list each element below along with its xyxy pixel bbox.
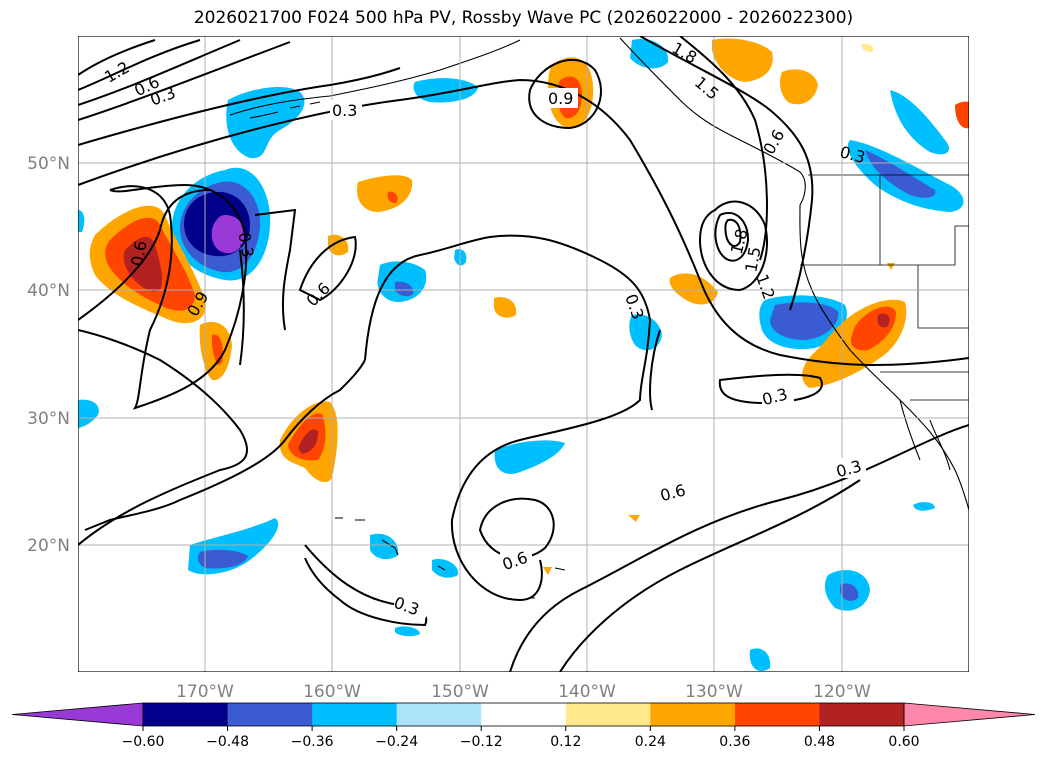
- colorbar-segment: [143, 703, 229, 726]
- lon-label-160w: 160°W: [303, 682, 361, 702]
- map-panel: 0.3 0.9 1.8 1.5 0.6 0.3 1.8 1.5 1.2 0.6 …: [78, 36, 969, 672]
- lat-label-30n: 30°N: [27, 409, 70, 429]
- lon-label-130w: 130°W: [685, 682, 743, 702]
- contour-label: 0.3: [332, 101, 357, 120]
- positive-anomaly-shading: [89, 38, 969, 575]
- colorbar-tick-label: 0.24: [635, 734, 666, 750]
- colorbar-outline: [142, 702, 905, 727]
- lat-label-40n: 40°N: [27, 281, 70, 301]
- colorbar-arrow-min: [11, 702, 144, 727]
- lat-label-20n: 20°N: [27, 536, 70, 556]
- colorbar-segment: [734, 703, 820, 726]
- colorbar-segment: [650, 703, 736, 726]
- contour-label: 0.6: [127, 239, 150, 267]
- lon-label-120w: 120°W: [813, 682, 871, 702]
- contour-label: 0.9: [548, 89, 573, 108]
- colorbar-segment: [481, 703, 567, 726]
- colorbar: −0.60 −0.48 −0.36 −0.24 −0.12 0.12 0.24 0.36 0.4…: [11, 702, 1036, 750]
- lon-label-150w: 150°W: [431, 682, 489, 702]
- colorbar-segment: [565, 703, 651, 726]
- colorbar-tick-label: −0.24: [375, 734, 418, 750]
- colorbar-tick-label: −0.48: [206, 734, 249, 750]
- lat-label-50n: 50°N: [27, 154, 70, 174]
- colorbar-tick-label: −0.12: [460, 734, 503, 750]
- pv-contours: [78, 36, 969, 672]
- map-title: 2026021700 F024 500 hPa PV, Rossby Wave …: [193, 8, 854, 28]
- colorbar-segment: [819, 703, 905, 726]
- colorbar-tick-label: 0.12: [550, 734, 581, 750]
- colorbar-tick-label: 0.48: [804, 734, 835, 750]
- longitude-labels: 170°W 160°W 150°W 140°W 130°W 120°W: [176, 682, 871, 702]
- coastlines: [229, 37, 969, 599]
- lon-label-170w: 170°W: [176, 682, 234, 702]
- colorbar-segment: [312, 703, 398, 726]
- colorbar-segment: [396, 703, 482, 726]
- contour-label: 1.5: [741, 245, 764, 273]
- colorbar-tick-label: 0.36: [719, 734, 750, 750]
- colorbar-tick-label: −0.60: [122, 734, 165, 750]
- latitude-labels: 50°N 40°N 30°N 20°N: [27, 154, 70, 556]
- gridlines: [78, 36, 969, 672]
- colorbar-tick-label: −0.36: [291, 734, 334, 750]
- colorbar-segments: [11, 702, 1036, 727]
- contour-label: 0.3: [234, 231, 257, 259]
- colorbar-arrow-max: [903, 702, 1036, 727]
- lon-label-140w: 140°W: [558, 682, 616, 702]
- colorbar-tick-label: 0.60: [888, 734, 919, 750]
- colorbar-segment: [227, 703, 313, 726]
- colorbar-ticks: −0.60 −0.48 −0.36 −0.24 −0.12 0.12 0.24 0.36 0.4…: [122, 726, 920, 750]
